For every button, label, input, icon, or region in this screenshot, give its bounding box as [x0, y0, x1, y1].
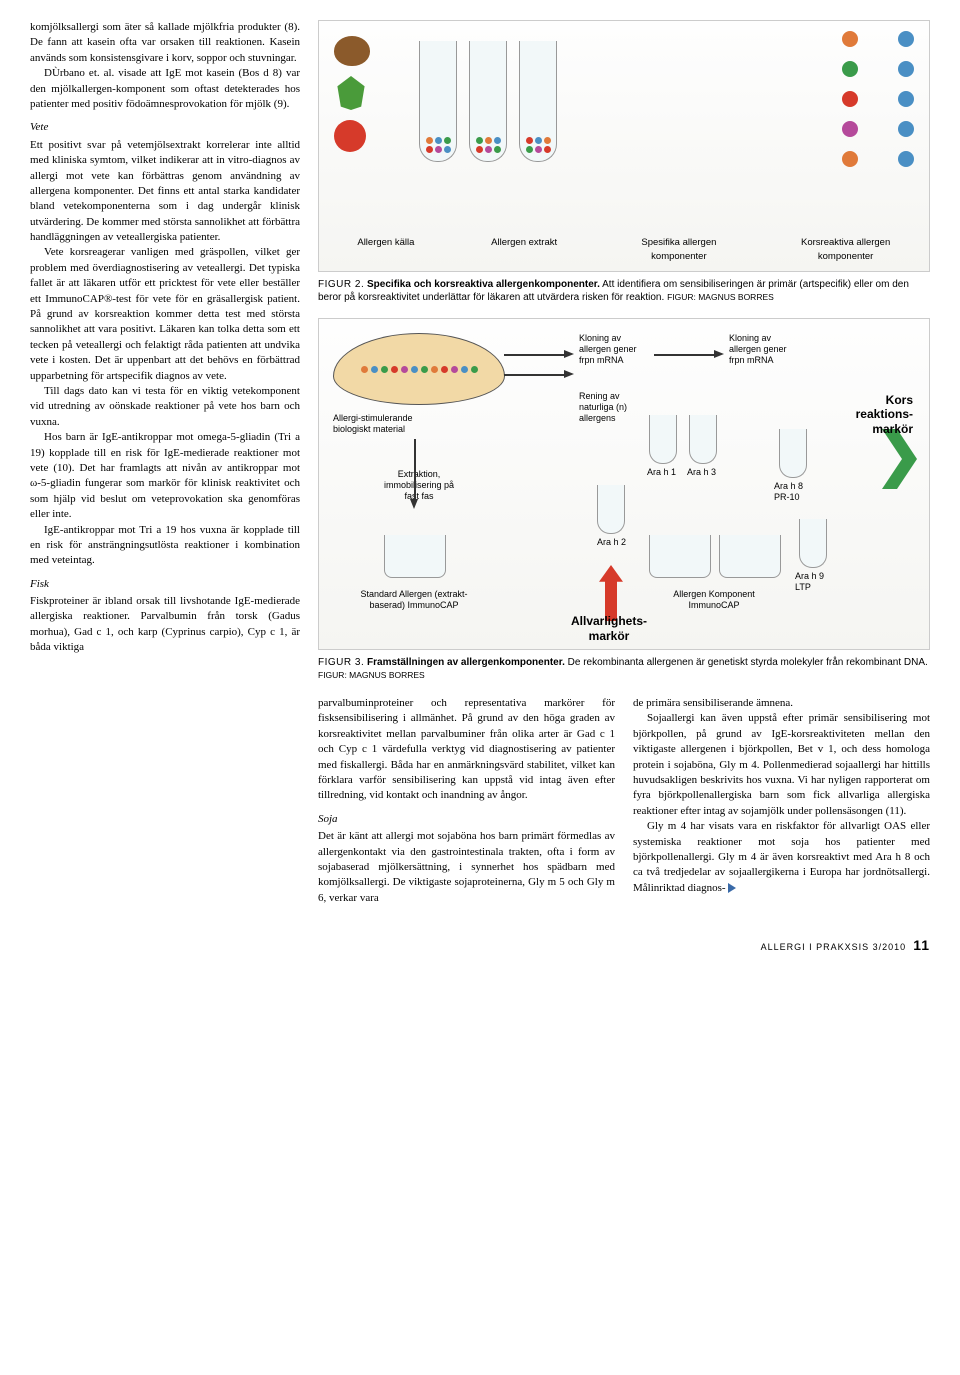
small-tube-icon [779, 429, 807, 478]
small-tube-icon [649, 415, 677, 464]
body-para: DÙrbano et. al. visade att IgE mot kasei… [30, 66, 300, 112]
body-para: Till dags dato kan vi testa för en vikti… [30, 384, 300, 430]
fig2-label-material: Allergi-stimulerande biologiskt material [333, 413, 413, 435]
fig1-label-source: Allergen källa [357, 236, 414, 263]
fig2-label-ah2: Ara h 2 [597, 537, 626, 548]
fig2-label-kors: Kors reaktions-markör [853, 393, 913, 436]
figure-2: Allergi-stimulerande biologiskt material… [318, 318, 930, 682]
fig1-label-extract: Allergen extrakt [491, 236, 557, 263]
fig2-label-ah8: Ara h 8 PR-10 [774, 481, 814, 503]
test-tube-icon [519, 41, 557, 162]
wide-tube-icon [649, 535, 711, 578]
caption-bold: Specifika och korsreaktiva allergenkompo… [367, 279, 600, 290]
caption-label: FIGUR 3. [318, 657, 364, 668]
caption-credit: FIGUR: MAGNUS BORRES [667, 292, 774, 302]
body-para: Det är känt att allergi mot sojaböna hos… [318, 829, 615, 906]
left-column: komjölksallergi som äter så kallade mjöl… [30, 20, 300, 906]
body-para: komjölksallergi som äter så kallade mjöl… [30, 20, 300, 66]
subhead-vete: Vete [30, 120, 300, 135]
small-tube-icon [597, 485, 625, 534]
fig2-label-kloning2: Kloning av allergen gener frpn mRNA [729, 333, 799, 365]
test-tube-icon [469, 41, 507, 162]
figure-1-graphic: Allergen källa Allergen extrakt Spesifik… [318, 20, 930, 272]
small-tube-icon [689, 415, 717, 464]
nut-icon [334, 36, 370, 66]
leaf-icon [334, 76, 368, 110]
continue-icon [728, 883, 736, 893]
fig2-label-allvar: Allvarlighets-markör [559, 614, 659, 643]
fig1-label-cross: Korsreaktiva allergen komponenter [801, 236, 891, 263]
body-para: IgE-antikroppar mot Tri a 19 hos vuxna ä… [30, 523, 300, 569]
page-number: 11 [913, 937, 930, 953]
test-tube-icon [419, 41, 457, 162]
red-arrow-icon [599, 565, 623, 621]
fig2-label-ah1: Ara h 1 [647, 467, 676, 478]
fig2-label-extract: Extraktion, immobilisering på fast fas [379, 469, 459, 501]
body-para: parvalbuminproteiner och representativa … [318, 696, 615, 804]
figure-1: Allergen källa Allergen extrakt Spesifik… [318, 20, 930, 304]
fig2-label-ah9: Ara h 9 LTP [795, 571, 835, 593]
page-footer: ALLERGI I PRAKXSIS 3/2010 11 [0, 926, 960, 966]
fig2-label-komp: Allergen Komponent ImmunoCAP [659, 589, 769, 611]
body-para: Gly m 4 har visats vara en riskfaktor fö… [633, 819, 930, 896]
apple-icon [334, 120, 366, 152]
figure-1-caption: FIGUR 2. Specifika och korsreaktiva alle… [318, 278, 930, 304]
mid-left-column: parvalbuminproteiner och representativa … [318, 696, 615, 906]
body-para: Fiskproteiner är ibland orsak till livsh… [30, 594, 300, 656]
biological-material-icon [333, 333, 505, 405]
caption-text: De rekombinanta allergenen är genetiskt … [565, 657, 928, 668]
caption-label: FIGUR 2. [318, 279, 364, 290]
figure-2-graphic: Allergi-stimulerande biologiskt material… [318, 318, 930, 650]
body-para: Sojaallergi kan även uppstå efter primär… [633, 711, 930, 819]
fig1-label-specific: Spesifika allergen komponenter [634, 236, 724, 263]
right-column: Allergen källa Allergen extrakt Spesifik… [318, 20, 930, 906]
footer-text: ALLERGI I PRAKXSIS 3/2010 [761, 942, 907, 952]
fig2-label-rening: Rening av naturliga (n) allergens [579, 391, 649, 423]
subhead-fisk: Fisk [30, 577, 300, 592]
body-para: de primära sensibiliserande ämnena. [633, 696, 930, 711]
body-para: Vete korsreagerar vanligen med gräspolle… [30, 245, 300, 384]
fig2-label-kloning1: Kloning av allergen gener frpn mRNA [579, 333, 649, 365]
wide-tube-icon [384, 535, 446, 578]
mid-right-column: de primära sensibiliserande ämnena. Soja… [633, 696, 930, 906]
figure-2-caption: FIGUR 3. Framställningen av allergenkomp… [318, 656, 930, 682]
caption-credit: FIGUR: MAGNUS BORRES [318, 670, 425, 680]
subhead-soja: Soja [318, 812, 615, 827]
fig2-label-ah3: Ara h 3 [687, 467, 716, 478]
small-tube-icon [799, 519, 827, 568]
body-para: Ett positivt svar på vetemjölsextrakt ko… [30, 138, 300, 246]
body-para: Hos barn är IgE-antikroppar mot omega-5-… [30, 430, 300, 522]
caption-bold: Framställningen av allergenkomponenter. [367, 657, 565, 668]
wide-tube-icon [719, 535, 781, 578]
green-arrow-icon [867, 429, 917, 489]
fig2-label-std: Standard Allergen (extrakt-baserad) Immu… [349, 589, 479, 611]
